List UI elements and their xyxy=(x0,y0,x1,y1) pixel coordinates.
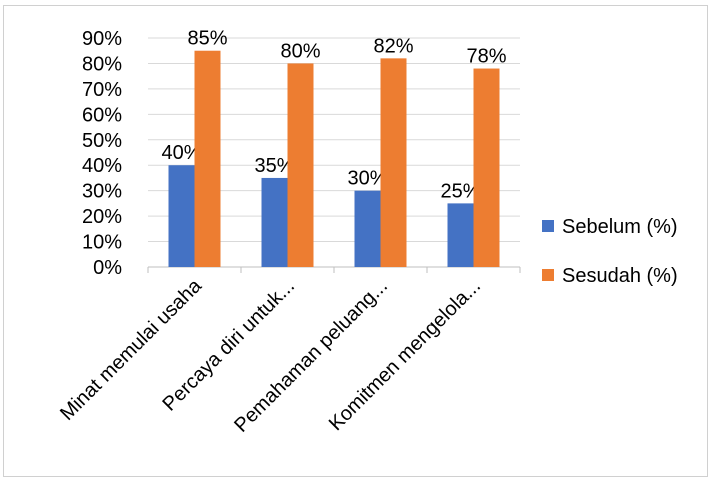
bar-sesudah xyxy=(473,68,500,268)
bar-sesudah xyxy=(194,50,221,267)
bar-sebelum xyxy=(354,190,381,267)
y-tick-label: 80% xyxy=(82,53,122,75)
x-tick-label: Pemahaman peluang... xyxy=(230,275,392,437)
y-tick-label: 10% xyxy=(82,232,122,254)
data-label: 85% xyxy=(187,28,227,50)
bar-sesudah xyxy=(287,63,314,267)
y-tick-label: 40% xyxy=(82,155,122,177)
data-label: 30% xyxy=(347,168,387,190)
data-label: 25% xyxy=(440,180,480,202)
y-tick-label: 50% xyxy=(82,130,122,152)
y-tick-label: 60% xyxy=(82,104,122,126)
y-tick-label: 20% xyxy=(82,206,122,228)
legend-swatch xyxy=(542,220,554,232)
bar-sesudah xyxy=(380,58,407,267)
y-tick-label: 0% xyxy=(93,257,122,279)
legend-label: Sebelum (%) xyxy=(562,216,678,238)
y-tick-label: 30% xyxy=(82,181,122,203)
data-label: 78% xyxy=(466,46,506,68)
data-label: 82% xyxy=(373,35,413,57)
legend-label: Sesudah (%) xyxy=(562,265,678,287)
y-tick-label: 90% xyxy=(82,28,122,50)
data-label: 80% xyxy=(280,40,320,62)
data-label: 40% xyxy=(161,142,201,164)
bar-sebelum xyxy=(447,203,474,267)
bar-sebelum xyxy=(168,165,195,267)
bar-sebelum xyxy=(261,177,288,267)
legend-swatch xyxy=(542,269,554,281)
x-tick-label: Komitmen mengelola... xyxy=(325,275,485,435)
data-label: 35% xyxy=(254,155,294,177)
y-tick-label: 70% xyxy=(82,79,122,101)
